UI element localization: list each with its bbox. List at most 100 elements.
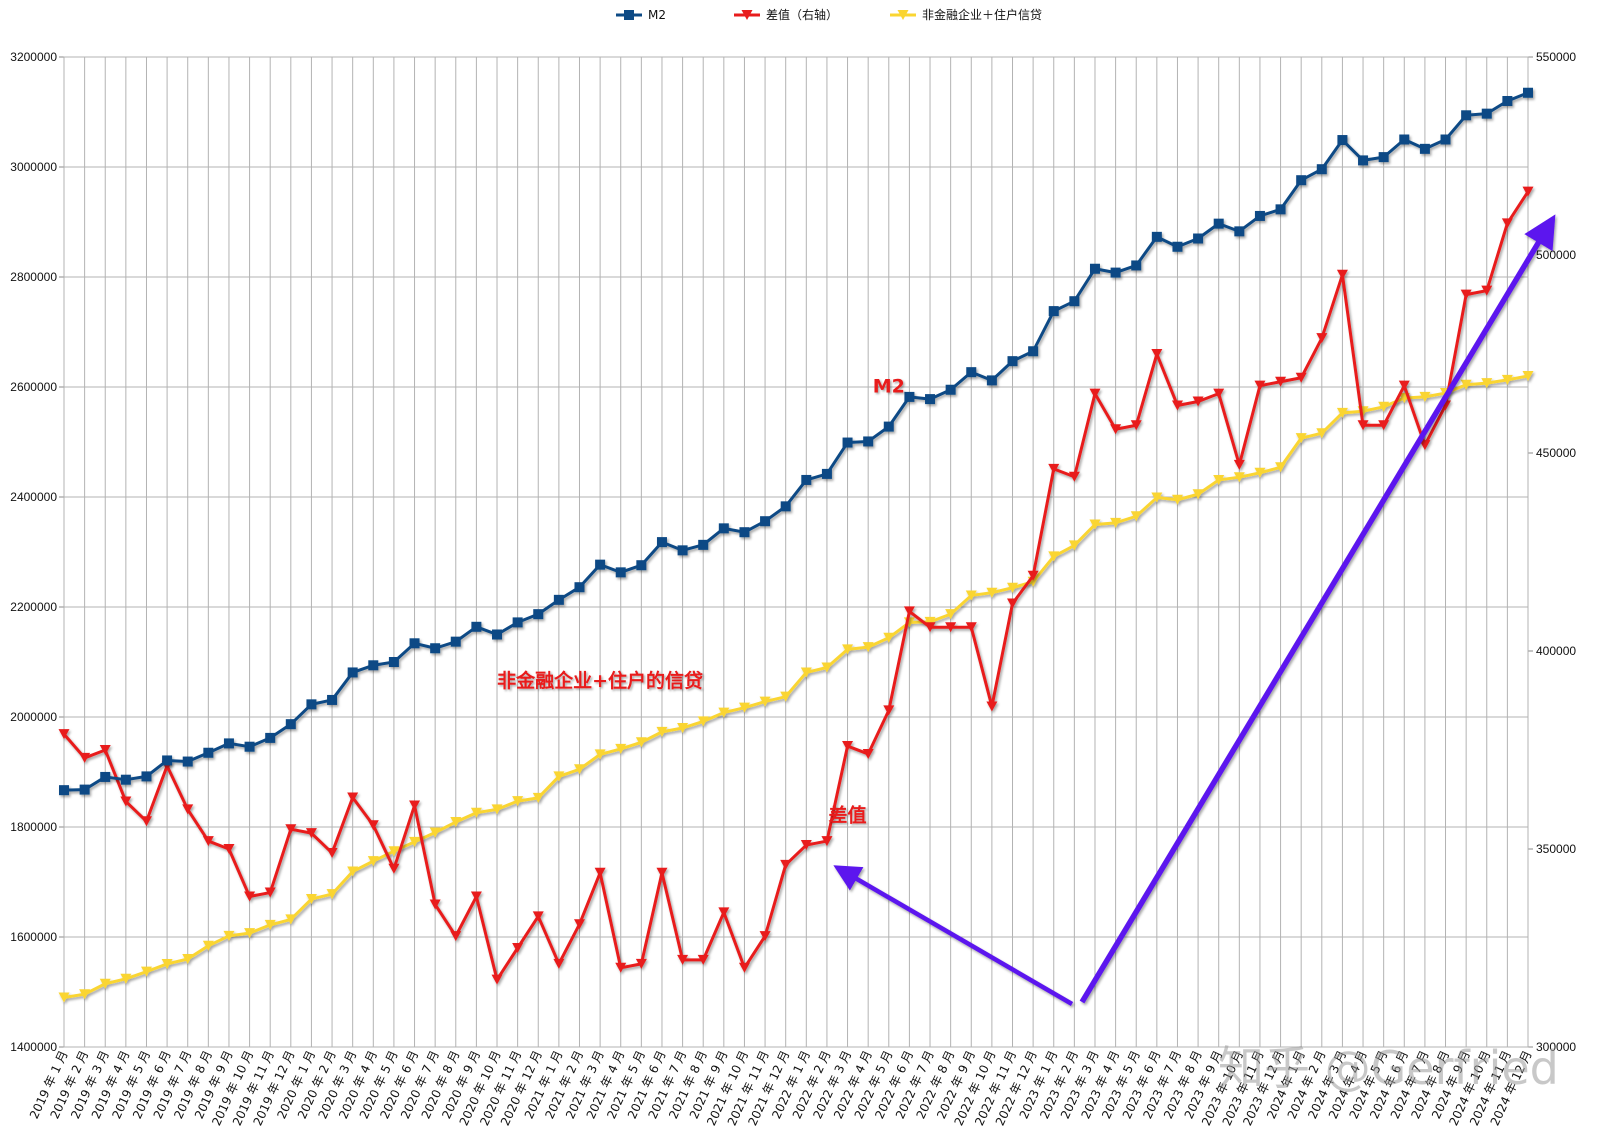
data-point bbox=[986, 375, 997, 386]
data-point bbox=[471, 621, 482, 632]
data-point bbox=[759, 931, 771, 942]
data-point bbox=[1296, 175, 1307, 186]
data-point bbox=[718, 707, 730, 718]
data-point bbox=[821, 468, 832, 479]
data-point bbox=[265, 732, 276, 743]
data-point bbox=[141, 771, 152, 782]
legend-label: 非金融企业＋住户信贷 bbox=[922, 7, 1042, 22]
data-point bbox=[1501, 218, 1513, 229]
data-point bbox=[162, 755, 173, 766]
data-point bbox=[203, 747, 214, 758]
data-point bbox=[697, 716, 709, 727]
data-point bbox=[656, 867, 668, 878]
annotation-label: 非金融企业+住户的信贷 bbox=[497, 669, 703, 692]
data-point bbox=[1440, 134, 1451, 145]
data-point bbox=[573, 919, 585, 930]
data-point bbox=[223, 930, 235, 941]
data-point bbox=[677, 723, 689, 733]
data-point bbox=[470, 807, 482, 818]
data-point bbox=[1398, 380, 1410, 391]
data-point bbox=[1151, 349, 1163, 359]
data-point bbox=[677, 545, 688, 556]
data-point bbox=[1068, 540, 1080, 551]
data-point bbox=[945, 384, 956, 395]
data-point bbox=[842, 644, 854, 655]
data-point bbox=[120, 774, 131, 785]
data-point bbox=[182, 954, 194, 964]
data-point bbox=[821, 662, 833, 673]
data-point bbox=[1337, 135, 1348, 146]
data-point bbox=[450, 817, 462, 828]
data-point bbox=[862, 748, 874, 759]
data-point bbox=[574, 582, 585, 593]
legend-item: 非金融企业＋住户信贷 bbox=[890, 7, 1042, 22]
data-point bbox=[79, 989, 91, 1000]
data-point bbox=[1419, 440, 1431, 451]
data-point bbox=[1357, 420, 1369, 431]
data-point bbox=[1110, 267, 1121, 278]
watermark: 知乎 @Gerfried bbox=[1218, 1041, 1559, 1095]
data-point bbox=[862, 642, 874, 653]
data-point bbox=[925, 394, 936, 405]
data-point bbox=[182, 756, 193, 767]
data-point bbox=[1460, 289, 1472, 300]
data-point bbox=[594, 867, 606, 878]
data-point bbox=[223, 738, 234, 749]
y-left-tick-label: 2200000 bbox=[10, 600, 57, 614]
series-2 bbox=[58, 371, 1534, 1003]
data-point bbox=[945, 609, 957, 620]
data-point bbox=[140, 816, 152, 827]
data-point bbox=[140, 966, 152, 977]
data-point bbox=[553, 594, 564, 605]
data-point bbox=[58, 729, 70, 740]
arrow-group bbox=[833, 214, 1556, 1006]
data-point bbox=[1502, 96, 1513, 106]
data-point bbox=[533, 609, 544, 620]
data-point bbox=[883, 632, 895, 643]
data-point bbox=[1193, 233, 1204, 244]
data-point bbox=[594, 749, 606, 760]
data-point bbox=[1336, 269, 1348, 280]
y-left-tick-label: 1600000 bbox=[10, 930, 57, 944]
data-point bbox=[1419, 143, 1430, 154]
data-point bbox=[1151, 231, 1162, 242]
data-point bbox=[264, 919, 276, 930]
data-point bbox=[1295, 433, 1307, 444]
data-point bbox=[883, 705, 895, 716]
data-point bbox=[1213, 388, 1225, 399]
data-point bbox=[1151, 492, 1163, 503]
data-point bbox=[780, 691, 792, 702]
data-point bbox=[1316, 428, 1328, 439]
data-point bbox=[409, 800, 421, 811]
y-left-tick-label: 3000000 bbox=[10, 160, 57, 174]
data-point bbox=[1028, 346, 1039, 357]
data-point bbox=[368, 660, 379, 671]
legend-label: M2 bbox=[648, 8, 666, 22]
data-point bbox=[409, 836, 421, 847]
data-point bbox=[1399, 134, 1410, 145]
data-point bbox=[1460, 379, 1472, 390]
data-point bbox=[1069, 296, 1080, 307]
data-point bbox=[1213, 218, 1224, 229]
data-point bbox=[491, 974, 503, 985]
data-point bbox=[1089, 388, 1101, 399]
data-point bbox=[202, 836, 214, 847]
data-point bbox=[1130, 420, 1142, 431]
data-point bbox=[573, 764, 585, 775]
data-point bbox=[1254, 210, 1265, 221]
data-point bbox=[327, 694, 338, 705]
data-point bbox=[470, 891, 482, 902]
data-point bbox=[1378, 420, 1390, 431]
data-point bbox=[615, 962, 627, 973]
data-point bbox=[801, 474, 812, 485]
data-point bbox=[821, 836, 833, 847]
data-point bbox=[58, 992, 70, 1003]
data-point bbox=[1089, 263, 1100, 274]
data-point bbox=[1522, 371, 1534, 381]
data-point bbox=[79, 784, 90, 795]
data-point bbox=[741, 10, 753, 20]
data-point bbox=[285, 824, 297, 835]
data-point bbox=[202, 940, 214, 951]
data-point bbox=[656, 537, 667, 548]
